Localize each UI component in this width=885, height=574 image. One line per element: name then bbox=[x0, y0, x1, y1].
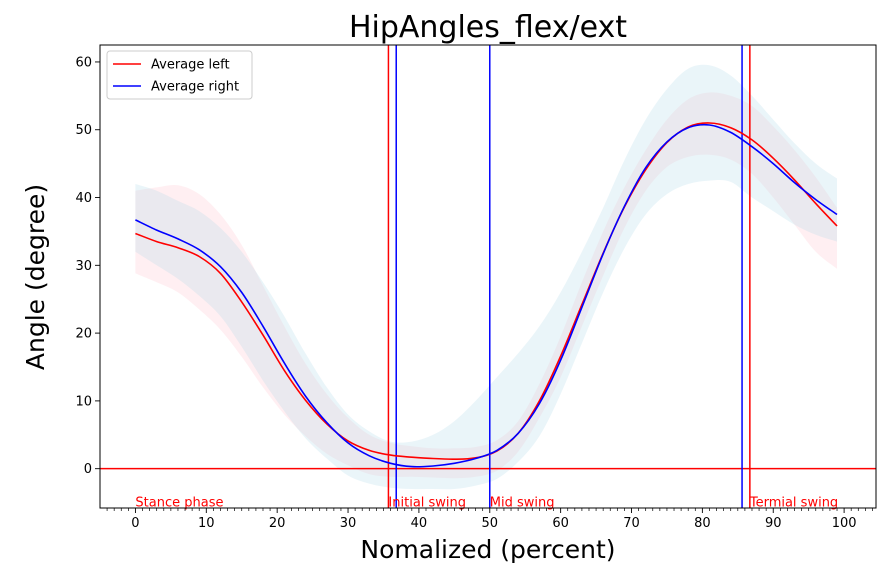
y-tick-label: 60 bbox=[75, 55, 92, 70]
y-axis-label: Angle (degree) bbox=[21, 184, 50, 370]
phase-labels: Stance phase Initial swing Mid swing Termia… bbox=[135, 496, 838, 511]
x-tick-label: 50 bbox=[481, 516, 498, 531]
y-tick-label: 20 bbox=[75, 327, 92, 342]
x-tick-label: 20 bbox=[269, 516, 286, 531]
y-tick-label: 40 bbox=[75, 191, 92, 206]
y-tick-label: 30 bbox=[75, 259, 92, 274]
x-axis-label: Nomalized (percent) bbox=[360, 535, 615, 564]
plot-frame bbox=[99, 44, 877, 509]
phase-label: Mid swing bbox=[490, 496, 555, 511]
phase-label: Initial swing bbox=[388, 496, 466, 511]
series-line-right bbox=[135, 123, 838, 468]
x-tick-label: 80 bbox=[694, 516, 711, 531]
legend-label: Average right bbox=[151, 80, 239, 95]
x-tick-label: 60 bbox=[552, 516, 569, 531]
legend: Average left Average right bbox=[106, 50, 253, 100]
x-tick-label: 40 bbox=[411, 516, 428, 531]
y-tick-label: 50 bbox=[75, 123, 92, 138]
y-axis: 0 10 20 30 40 50 60 bbox=[75, 55, 100, 477]
series-lines bbox=[135, 122, 838, 468]
band-left bbox=[135, 92, 837, 479]
phase-label: Termial swing bbox=[749, 496, 838, 511]
x-tick-label: 30 bbox=[340, 516, 357, 531]
phase-label: Stance phase bbox=[135, 496, 223, 511]
x-tick-label: 100 bbox=[832, 516, 857, 531]
confidence-bands bbox=[135, 64, 837, 490]
x-tick-label: 70 bbox=[623, 516, 640, 531]
chart-title: HipAngles_flex/ext bbox=[349, 10, 627, 45]
x-tick-label: 0 bbox=[131, 516, 139, 531]
legend-label: Average left bbox=[151, 58, 230, 73]
y-tick-label: 0 bbox=[84, 462, 92, 477]
x-tick-label: 10 bbox=[198, 516, 215, 531]
x-tick-label: 90 bbox=[765, 516, 782, 531]
y-tick-label: 10 bbox=[75, 394, 92, 409]
band-right bbox=[135, 64, 837, 490]
x-axis: 0 10 20 30 40 50 60 70 80 90 100 bbox=[106, 508, 873, 531]
reference-lines bbox=[100, 45, 876, 508]
legend-box bbox=[106, 50, 253, 100]
